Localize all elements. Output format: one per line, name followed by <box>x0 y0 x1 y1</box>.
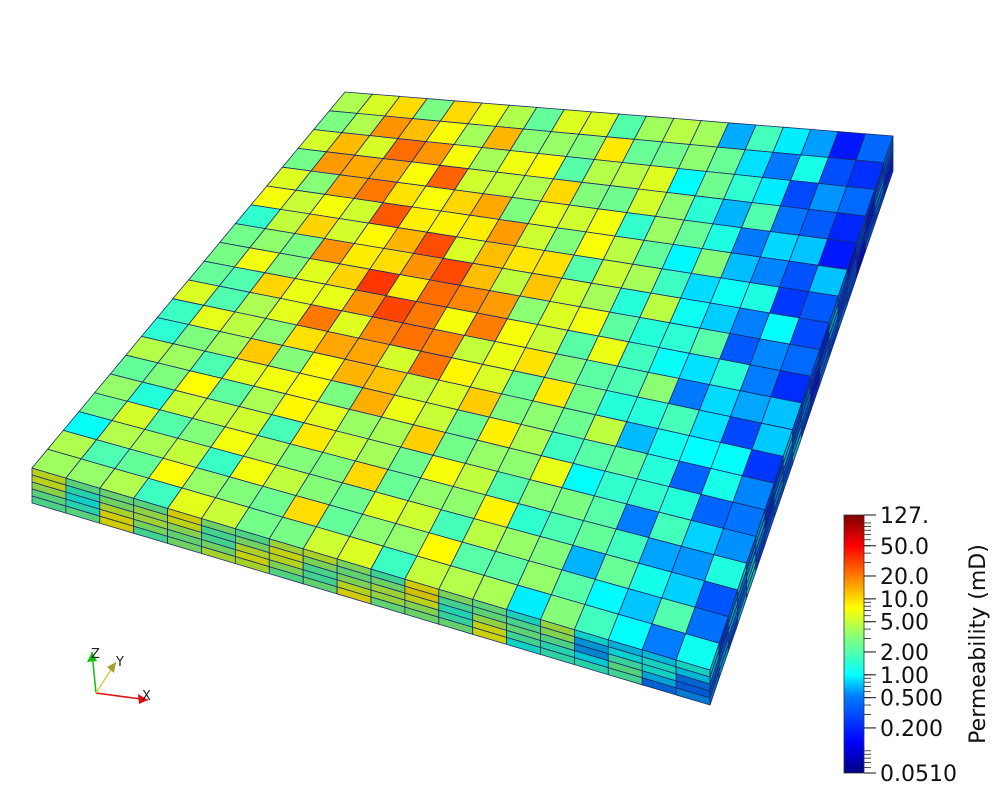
orientation-axes-widget: Z Y X <box>87 647 151 704</box>
colorbar-tick-label: 127. <box>880 504 929 529</box>
colorbar-title: Permeability (mD) <box>966 544 991 744</box>
colorbar-gradient <box>843 514 865 774</box>
reservoir-grid-model[interactable] <box>31 91 894 706</box>
colorbar-tick-label: 20.0 <box>880 565 929 590</box>
colorbar-tick-label: 2.00 <box>880 641 929 666</box>
colorbar-tick-label: 50.0 <box>880 535 929 560</box>
x-axis-label: X <box>142 689 151 704</box>
colorbar-tick-label: 0.0510 <box>880 762 957 787</box>
colorbar-tick-label: 10.0 <box>880 588 929 613</box>
y-axis-arrow-icon <box>107 662 116 673</box>
colorbar-tick-label: 1.00 <box>880 664 929 689</box>
z-axis-label: Z <box>91 647 100 662</box>
grid-top-cell <box>675 633 720 671</box>
grid-front-right-face <box>709 135 894 706</box>
colorbar-tick-label: 5.00 <box>880 611 929 636</box>
colorbar-tick-label: 0.500 <box>880 687 943 712</box>
permeability-colorbar: 127. 50.0 20.010.05.00 2.001.000.500 0.200 0.… <box>843 504 991 787</box>
grid-front-left-face <box>31 467 711 706</box>
grid-top-face <box>31 91 894 671</box>
y-axis-label: Y <box>115 655 124 670</box>
x-axis-arrow-icon <box>138 694 148 704</box>
grid-side-cell <box>883 163 894 198</box>
colorbar-tick-label: 0.200 <box>880 717 943 742</box>
colorbar-ticks: 127. 50.0 20.010.05.00 2.001.000.500 0.200 0.… <box>864 504 957 787</box>
z-axis-arrow-icon <box>87 652 97 662</box>
